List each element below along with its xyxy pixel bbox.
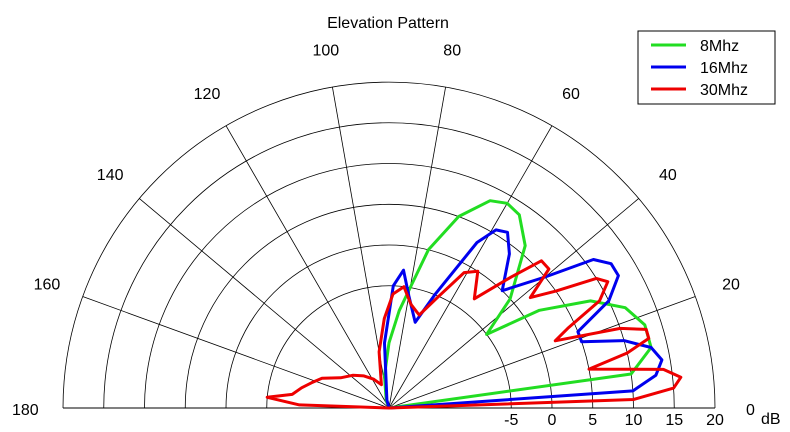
radial-tick-label: 15 bbox=[665, 412, 683, 429]
grid-ring bbox=[225, 244, 553, 409]
tick-labels: 0 20 40 60 80 100 120 140 160 180 -5 0 5 10 15 20 bbox=[12, 43, 755, 429]
grid-spoke bbox=[388, 296, 696, 409]
grid-ring bbox=[144, 163, 634, 409]
legend: 8Mhz 16Mhz 30Mhz bbox=[637, 30, 776, 105]
angle-tick-label: 100 bbox=[312, 43, 339, 60]
radial-tick-label: 5 bbox=[588, 412, 597, 429]
angle-tick-label: 80 bbox=[443, 43, 461, 60]
chart-title: Elevation Pattern bbox=[327, 15, 449, 32]
polar-grid bbox=[62, 81, 716, 409]
angle-tick-label: 0 bbox=[746, 402, 755, 419]
angle-tick-label: 140 bbox=[97, 167, 124, 184]
angle-tick-label: 40 bbox=[659, 167, 677, 184]
radial-tick-label: 0 bbox=[548, 412, 557, 429]
legend-label-16mhz: 16Mhz bbox=[700, 60, 748, 77]
radial-unit-label: dB bbox=[761, 411, 781, 428]
grid-spoke bbox=[225, 125, 390, 409]
radial-tick-label: 20 bbox=[706, 412, 724, 429]
grid-spoke bbox=[388, 86, 447, 409]
angle-tick-label: 120 bbox=[194, 86, 221, 103]
angle-tick-label: 60 bbox=[562, 86, 580, 103]
series-30mhz-curve bbox=[265, 259, 683, 410]
grid-ring bbox=[184, 203, 594, 409]
grid-ring bbox=[266, 285, 512, 409]
grid-spoke bbox=[139, 198, 390, 409]
radial-tick-label: 10 bbox=[625, 412, 643, 429]
plot-series bbox=[265, 199, 683, 410]
radial-tick-label: -5 bbox=[504, 412, 518, 429]
series-16mhz-curve bbox=[383, 228, 664, 410]
grid-ring bbox=[62, 81, 716, 409]
grid-spoke bbox=[82, 296, 390, 409]
legend-label-8mhz: 8Mhz bbox=[700, 38, 739, 55]
angle-tick-label: 20 bbox=[722, 277, 740, 294]
grid-spoke bbox=[388, 198, 639, 409]
grid-ring bbox=[103, 122, 675, 409]
angle-tick-label: 160 bbox=[34, 277, 61, 294]
angle-tick-label: 180 bbox=[12, 402, 39, 419]
series-8mhz-curve bbox=[383, 199, 653, 410]
grid-spoke bbox=[388, 125, 553, 409]
legend-label-30mhz: 30Mhz bbox=[700, 82, 748, 99]
